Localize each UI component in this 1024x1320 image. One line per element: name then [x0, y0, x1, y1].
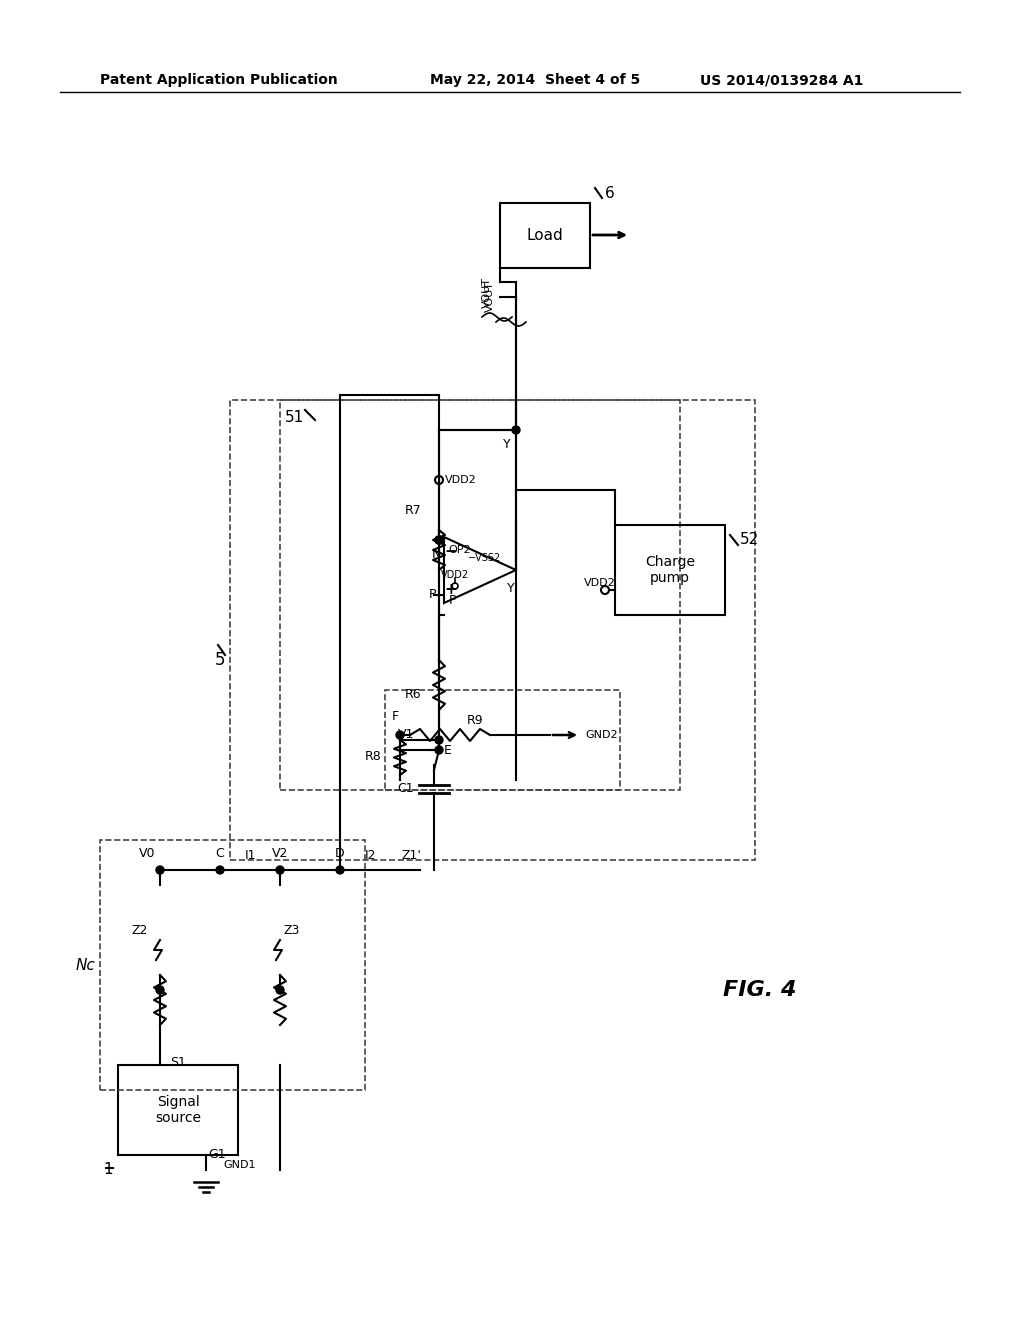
- Text: −: −: [444, 544, 458, 560]
- Text: 6: 6: [605, 186, 614, 201]
- Bar: [118, 1065, 238, 1155]
- Circle shape: [336, 866, 344, 874]
- Text: VOUT: VOUT: [482, 276, 492, 308]
- Text: Patent Application Publication: Patent Application Publication: [100, 73, 338, 87]
- Circle shape: [512, 426, 520, 434]
- Circle shape: [276, 866, 284, 874]
- Text: Nc: Nc: [75, 957, 95, 973]
- Circle shape: [435, 746, 443, 754]
- Bar: [100, 840, 365, 1090]
- Circle shape: [276, 986, 284, 994]
- Text: Z2: Z2: [132, 924, 148, 936]
- Text: I1: I1: [245, 849, 256, 862]
- Text: 1: 1: [103, 1163, 113, 1177]
- Text: S1: S1: [170, 1056, 186, 1068]
- Text: R7: R7: [404, 503, 421, 516]
- Circle shape: [435, 536, 443, 544]
- Circle shape: [156, 986, 164, 994]
- Text: I2: I2: [365, 849, 376, 862]
- Text: R9: R9: [467, 714, 483, 726]
- Bar: [230, 400, 755, 861]
- Text: R6: R6: [404, 689, 421, 701]
- Circle shape: [156, 866, 164, 874]
- Circle shape: [216, 866, 224, 874]
- Text: −VSS2: −VSS2: [468, 553, 502, 564]
- Circle shape: [435, 737, 443, 744]
- Text: OP2: OP2: [449, 545, 471, 554]
- Text: Charge
pump: Charge pump: [645, 554, 695, 585]
- Text: V0: V0: [138, 847, 155, 861]
- Bar: [500, 202, 590, 268]
- Text: Z1': Z1': [402, 849, 422, 862]
- Text: N: N: [431, 549, 440, 561]
- Text: C1: C1: [397, 781, 414, 795]
- Text: F: F: [391, 710, 398, 723]
- Text: VOUT: VOUT: [485, 281, 495, 313]
- Text: P: P: [428, 589, 436, 602]
- Text: D: D: [335, 847, 345, 861]
- Circle shape: [396, 731, 404, 739]
- Text: May 22, 2014  Sheet 4 of 5: May 22, 2014 Sheet 4 of 5: [430, 73, 640, 87]
- Text: Y: Y: [507, 582, 515, 594]
- Text: 5: 5: [214, 651, 225, 669]
- Text: VDD2: VDD2: [445, 475, 477, 484]
- Text: R8: R8: [366, 751, 382, 763]
- Text: C: C: [216, 847, 224, 861]
- Text: V1: V1: [397, 729, 414, 742]
- Bar: [615, 525, 725, 615]
- Bar: [280, 400, 680, 789]
- Text: VDD2: VDD2: [584, 578, 615, 587]
- Text: VDD2: VDD2: [441, 570, 469, 579]
- Circle shape: [435, 536, 443, 544]
- Text: V2: V2: [271, 847, 288, 861]
- Text: Load: Load: [526, 227, 563, 243]
- Text: Z3: Z3: [283, 924, 299, 936]
- Text: P: P: [449, 594, 457, 606]
- Text: 51: 51: [285, 411, 304, 425]
- Text: +: +: [444, 582, 458, 598]
- Text: 52: 52: [740, 532, 759, 548]
- Text: Signal
source: Signal source: [155, 1094, 201, 1125]
- Text: Y: Y: [504, 438, 511, 451]
- Text: E: E: [444, 743, 452, 756]
- Text: GND1: GND1: [223, 1160, 256, 1170]
- Text: G1: G1: [208, 1148, 225, 1162]
- Bar: [385, 690, 620, 789]
- Text: GND2: GND2: [585, 730, 617, 741]
- Text: FIG. 4: FIG. 4: [723, 979, 797, 1001]
- Text: US 2014/0139284 A1: US 2014/0139284 A1: [700, 73, 863, 87]
